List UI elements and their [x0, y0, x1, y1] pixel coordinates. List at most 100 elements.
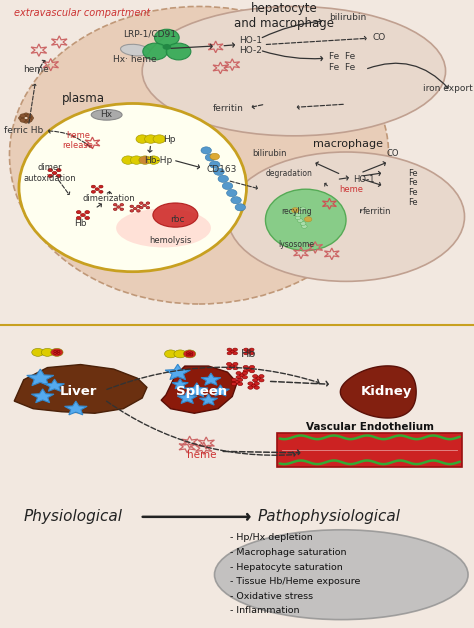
Polygon shape: [45, 379, 64, 391]
Circle shape: [28, 116, 34, 120]
Circle shape: [20, 118, 26, 122]
Text: - Hp/Hx depletion: - Hp/Hx depletion: [230, 533, 313, 543]
Circle shape: [231, 382, 237, 386]
Circle shape: [254, 386, 259, 389]
Circle shape: [41, 349, 54, 356]
Text: Fe  Fe: Fe Fe: [329, 52, 356, 61]
Circle shape: [136, 135, 148, 143]
Circle shape: [253, 379, 258, 382]
Circle shape: [186, 354, 189, 356]
Polygon shape: [340, 366, 416, 418]
Circle shape: [130, 156, 143, 165]
Circle shape: [230, 350, 235, 353]
Text: dimer
autoxidation: dimer autoxidation: [23, 163, 76, 183]
Ellipse shape: [228, 152, 465, 281]
Text: ferritin: ferritin: [213, 104, 244, 113]
Circle shape: [95, 188, 99, 191]
Circle shape: [300, 222, 306, 225]
Circle shape: [244, 352, 248, 355]
Ellipse shape: [116, 208, 211, 247]
Text: degradation: degradation: [266, 168, 312, 178]
Circle shape: [190, 354, 193, 356]
Text: Fe: Fe: [408, 168, 417, 178]
Circle shape: [190, 352, 193, 354]
Circle shape: [166, 43, 191, 60]
Circle shape: [222, 182, 233, 190]
Circle shape: [155, 30, 179, 46]
Polygon shape: [27, 369, 54, 386]
Polygon shape: [64, 401, 87, 415]
Polygon shape: [177, 391, 197, 403]
Circle shape: [91, 185, 95, 188]
Circle shape: [251, 384, 256, 387]
Circle shape: [218, 175, 228, 182]
Circle shape: [201, 147, 211, 154]
Text: Pathophysiological: Pathophysiological: [258, 509, 401, 524]
Text: extravascular compartment: extravascular compartment: [14, 8, 151, 18]
Circle shape: [18, 116, 24, 120]
Circle shape: [130, 205, 134, 208]
Circle shape: [234, 380, 239, 384]
Text: Hb-Hp: Hb-Hp: [145, 156, 173, 165]
Circle shape: [304, 217, 312, 222]
Circle shape: [99, 190, 103, 193]
Circle shape: [235, 203, 246, 211]
Circle shape: [242, 372, 247, 375]
Text: Fe: Fe: [408, 178, 417, 187]
Circle shape: [76, 210, 81, 214]
Circle shape: [91, 190, 95, 193]
Text: lysosome: lysosome: [278, 240, 314, 249]
Circle shape: [56, 168, 61, 171]
Circle shape: [137, 210, 140, 212]
Circle shape: [120, 203, 124, 206]
Text: LRP-1/CD91: LRP-1/CD91: [123, 30, 176, 38]
Circle shape: [227, 190, 237, 197]
Circle shape: [254, 382, 259, 385]
Circle shape: [233, 366, 238, 370]
Circle shape: [295, 216, 301, 220]
Circle shape: [237, 382, 243, 386]
Circle shape: [210, 153, 219, 160]
Circle shape: [188, 353, 191, 355]
Circle shape: [227, 348, 232, 351]
Circle shape: [133, 207, 137, 210]
Circle shape: [54, 352, 56, 354]
Circle shape: [236, 376, 241, 379]
Text: plasma: plasma: [62, 92, 104, 105]
Ellipse shape: [19, 104, 246, 272]
Circle shape: [139, 156, 151, 165]
Circle shape: [113, 208, 117, 210]
Text: - Oxidative stress: - Oxidative stress: [230, 592, 313, 601]
Circle shape: [259, 374, 264, 378]
Circle shape: [210, 161, 220, 168]
Circle shape: [244, 348, 248, 351]
Circle shape: [99, 185, 103, 188]
Circle shape: [137, 205, 140, 208]
Circle shape: [76, 217, 81, 220]
Circle shape: [292, 208, 299, 213]
Circle shape: [253, 374, 258, 378]
Text: HO-1
HO-2: HO-1 HO-2: [239, 36, 263, 55]
Circle shape: [259, 379, 264, 382]
Circle shape: [146, 207, 150, 209]
Polygon shape: [165, 364, 191, 380]
Circle shape: [57, 352, 60, 354]
Circle shape: [85, 210, 90, 214]
Ellipse shape: [120, 45, 150, 56]
Circle shape: [27, 114, 32, 117]
Circle shape: [237, 378, 243, 382]
Text: Kidney: Kidney: [361, 386, 412, 398]
Text: Hb: Hb: [74, 219, 87, 228]
Text: bilirubin: bilirubin: [329, 13, 367, 22]
Circle shape: [56, 175, 61, 178]
Text: Fe: Fe: [408, 198, 417, 207]
Text: Hp: Hp: [164, 134, 176, 144]
Circle shape: [130, 210, 134, 212]
Circle shape: [117, 206, 120, 208]
Circle shape: [52, 171, 57, 175]
Circle shape: [239, 374, 245, 377]
Circle shape: [248, 382, 253, 385]
Polygon shape: [161, 366, 237, 413]
Polygon shape: [172, 379, 188, 389]
Text: recyling: recyling: [281, 207, 311, 216]
